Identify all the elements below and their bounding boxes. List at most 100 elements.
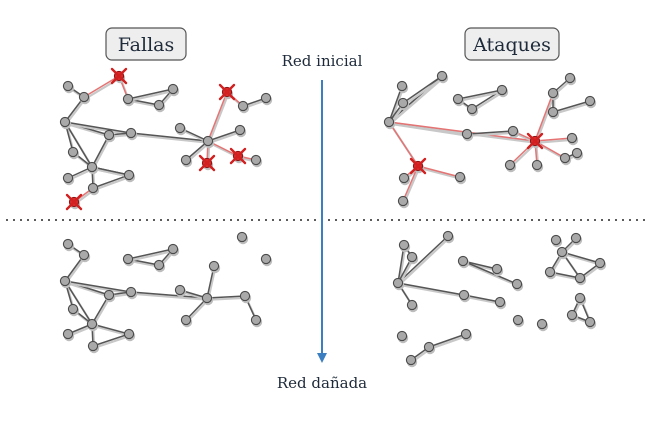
bottom-right-node	[574, 272, 586, 284]
bottom-right-node	[512, 314, 524, 326]
bottom-left-node	[174, 284, 186, 296]
bottom-left-edge-shadow	[128, 249, 175, 262]
bottom-left-node	[201, 292, 213, 304]
top-right-edge-shadow	[403, 167, 421, 204]
top-left-edge-shadow	[208, 130, 242, 144]
top-right-cross-mark	[409, 157, 427, 175]
top-right-edge-shadow	[389, 76, 444, 125]
top-right-node	[571, 147, 583, 159]
top-right-cross-mark	[526, 132, 544, 150]
top-left-edge-shadow	[132, 133, 210, 144]
top-left-node	[123, 169, 135, 181]
bottom-left-edge-shadow	[208, 296, 247, 301]
bottom-left-node	[260, 253, 272, 265]
top-right-edge-shadow	[458, 90, 504, 102]
top-left-node	[202, 135, 214, 147]
bottom-left-node	[239, 290, 251, 302]
top-right-node	[397, 97, 409, 109]
top-left-edge	[91, 166, 130, 176]
top-left-node	[59, 116, 71, 128]
bottom-left-node	[250, 314, 262, 326]
bottom-right-node	[457, 255, 469, 267]
network-nodes	[59, 70, 607, 368]
bottom-right-node	[536, 318, 548, 330]
bottom-right-node	[584, 316, 596, 328]
top-right-node	[531, 159, 543, 171]
top-left-edge	[207, 129, 241, 142]
top-right-edge-shadow	[535, 94, 556, 144]
top-right-node	[398, 172, 410, 184]
top-right-edge	[552, 100, 591, 113]
failure-marks	[65, 67, 544, 211]
bottom-right-edge	[462, 260, 518, 285]
top-right-node	[566, 132, 578, 144]
bottom-right-node	[550, 234, 562, 246]
top-left-cross-mark	[229, 147, 247, 165]
top-left-node	[125, 127, 137, 139]
bottom-left-node	[153, 259, 165, 271]
bottom-left-edge	[206, 295, 246, 299]
top-right-edge	[402, 75, 443, 104]
top-left-node	[78, 91, 90, 103]
bottom-left-node	[62, 238, 74, 250]
top-left-node	[62, 172, 74, 184]
top-right-node	[397, 195, 409, 207]
top-right-edge-shadow	[510, 142, 537, 168]
top-left-cross-mark	[218, 83, 236, 101]
top-right-node	[547, 87, 559, 99]
top-right-node	[383, 116, 395, 128]
bottom-left-node	[59, 275, 71, 287]
bottom-left-edge-shadow	[66, 281, 133, 295]
top-right-node	[559, 152, 571, 164]
ataques-title-box	[464, 27, 560, 61]
top-left-edge-shadow	[92, 136, 112, 170]
top-left-node	[86, 161, 98, 173]
bottom-right-edge	[428, 333, 467, 348]
top-right-edge-shadow	[472, 90, 504, 112]
bottom-right-edge-shadow	[399, 283, 466, 298]
top-left-node	[67, 146, 79, 158]
top-right-edge	[417, 165, 461, 178]
bottom-right-node	[406, 299, 418, 311]
bottom-right-node	[442, 230, 454, 242]
top-right-edge-shadow	[468, 131, 515, 137]
top-right-edge-shadow	[536, 138, 574, 144]
top-right-node	[436, 70, 448, 82]
bottom-right-edge-shadow	[398, 236, 450, 286]
bottom-left-edge	[130, 291, 208, 299]
top-left-node	[62, 80, 74, 92]
top-left-node	[237, 100, 249, 112]
bottom-right-node	[491, 263, 503, 275]
bottom-left-edge	[92, 333, 130, 347]
top-right-edge-shadow	[418, 166, 462, 180]
top-right-node	[466, 103, 478, 115]
ataques-title: Ataques	[472, 34, 551, 56]
bottom-right-edge	[561, 251, 601, 264]
bottom-right-node	[544, 266, 556, 278]
bottom-right-node	[494, 296, 506, 308]
top-right-node	[564, 72, 576, 84]
top-left-edge	[83, 75, 120, 98]
top-right-node	[454, 171, 466, 183]
top-right-node	[547, 106, 559, 118]
top-left-edge	[64, 121, 132, 134]
bottom-right-node	[574, 292, 586, 304]
bottom-left-node	[167, 243, 179, 255]
top-right-node	[452, 93, 464, 105]
top-right-edge-shadow	[403, 76, 444, 106]
bottom-right-node	[511, 278, 523, 290]
top-left-cross-mark	[65, 193, 83, 211]
top-left-cross-mark	[198, 154, 216, 172]
bottom-left-node	[123, 328, 135, 340]
top-left-node	[153, 99, 165, 111]
bottom-left-node	[67, 303, 79, 315]
top-left-edge	[92, 174, 130, 189]
top-left-edge-shadow	[93, 175, 131, 191]
top-left-edge-shadow	[66, 122, 133, 136]
top-left-edge	[207, 91, 228, 142]
top-right-edge	[457, 89, 503, 100]
top-right-node	[496, 84, 508, 96]
bottom-left-node	[62, 328, 74, 340]
damaged-network-label: Red dañada	[277, 374, 367, 392]
bottom-right-node	[570, 232, 582, 244]
